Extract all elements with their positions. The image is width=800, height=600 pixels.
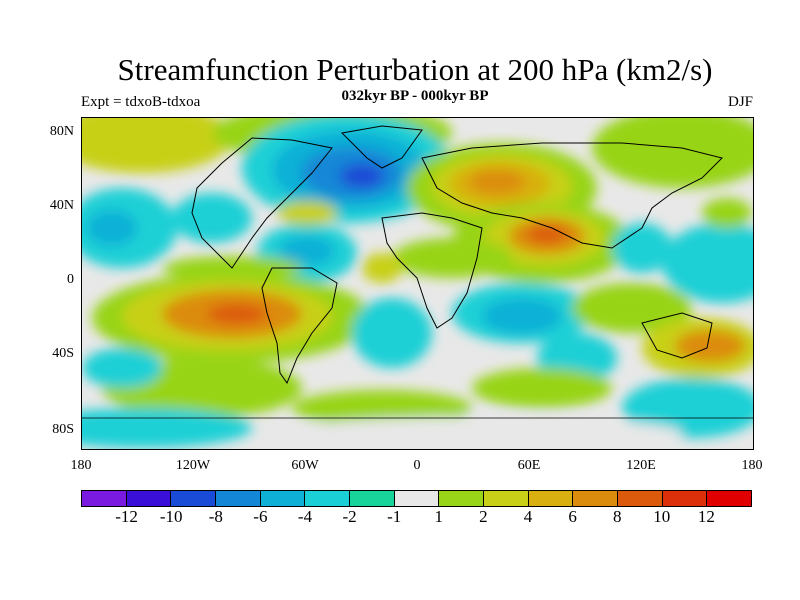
chart-subtitle: 032kyr BP - 000kyr BP (341, 88, 489, 104)
map-svg (82, 118, 753, 449)
colorbar-swatch (350, 491, 395, 506)
y-axis-label: 40S (52, 346, 74, 361)
colorbar-label: -10 (159, 507, 183, 526)
colorbar-swatch (171, 491, 217, 506)
coastlines (82, 125, 753, 419)
colorbar-label: 10 (653, 507, 671, 526)
colorbar-label: -6 (253, 507, 268, 526)
colorbar-label: 1 (434, 507, 444, 526)
x-axis-label: 60E (517, 458, 541, 473)
colorbar-swatch (439, 491, 485, 506)
x-axis-label: 60W (291, 458, 319, 473)
colorbar-swatch (484, 491, 529, 506)
y-axis-label: 0 (67, 272, 74, 287)
colorbar-label: 6 (568, 507, 577, 526)
colorbar-swatch (216, 491, 261, 506)
colorbar-swatch (305, 491, 351, 506)
colorbar-swatch (573, 491, 619, 506)
colorbar-label: 2 (479, 507, 488, 526)
colorbar-swatch (618, 491, 663, 506)
y-axis-label: 80S (52, 422, 74, 437)
colorbar-swatch (528, 491, 574, 506)
experiment-label: Expt = tdxoB-tdxoa (81, 94, 201, 110)
colorbar-swatch (260, 491, 306, 506)
colorbar-label: 8 (612, 507, 622, 526)
colorbar-label: -8 (208, 507, 223, 526)
x-axis-label: 180 (70, 458, 92, 473)
streamfunction-map (81, 117, 754, 450)
season-label: DJF (727, 94, 753, 110)
contour-fill (82, 118, 753, 449)
colorbar-swatch (126, 491, 172, 506)
x-axis-label: 120E (626, 458, 656, 473)
colorbar-label: -4 (297, 507, 313, 526)
x-axis-label: 180 (741, 458, 763, 473)
colorbar-label: 4 (523, 507, 533, 526)
colorbar-label: -2 (342, 507, 357, 526)
chart-title: Streamfunction Perturbation at 200 hPa (… (117, 52, 713, 87)
colorbar-label: -1 (387, 507, 402, 526)
colorbar-swatch (707, 491, 752, 506)
colorbar-swatch (662, 491, 708, 506)
colorbar (81, 490, 752, 507)
x-axis-label: 0 (413, 458, 421, 473)
colorbar-label: -12 (115, 507, 138, 526)
colorbar-label: 12 (697, 507, 715, 526)
colorbar-swatch (82, 491, 127, 506)
colorbar-swatch (394, 491, 440, 506)
y-axis-label: 40N (49, 198, 74, 213)
x-axis-label: 120W (175, 458, 211, 473)
y-axis-label: 80N (49, 124, 74, 139)
